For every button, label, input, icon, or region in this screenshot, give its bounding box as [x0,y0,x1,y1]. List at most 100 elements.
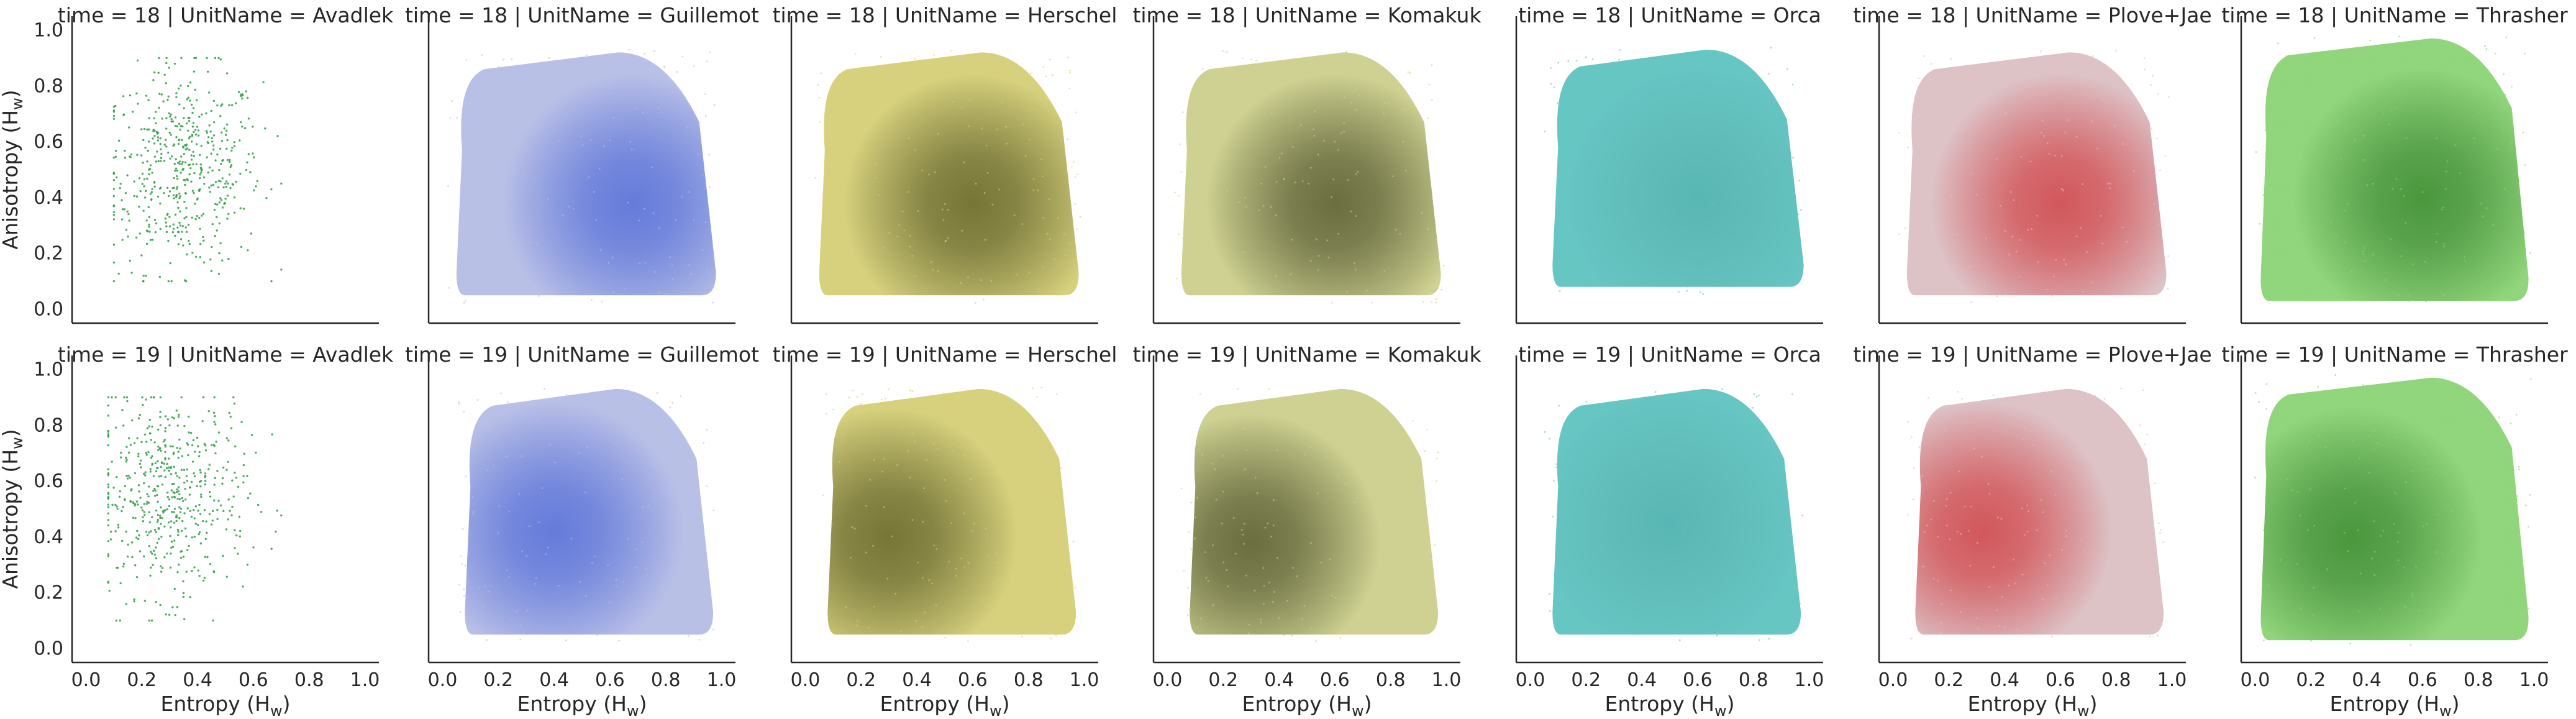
scatter-point [585,54,588,57]
scatter-point [1365,290,1368,291]
scatter-point [2003,626,2006,629]
scatter-point [2458,414,2460,417]
scatter-point [115,475,118,479]
scatter-point [167,466,170,469]
scatter-point [1267,522,1269,524]
scatter-point [148,226,150,228]
scatter-point [177,231,180,234]
scatter-point [834,114,837,117]
scatter-point [123,208,126,211]
scatter-point [706,268,708,270]
scatter-point [1721,457,1724,459]
scatter-point [183,481,186,484]
scatter-point [198,134,200,137]
scatter-point [178,493,181,495]
scatter-point [191,126,194,128]
scatter-point [909,245,911,248]
scatter-point [186,507,189,510]
scatter-point [526,555,527,557]
scatter-point [1944,429,1946,432]
scatter-point [171,511,173,513]
scatter-point [139,232,142,235]
scatter-point [176,178,179,180]
scatter-point [150,191,153,193]
scatter-point [107,414,110,417]
scatter-point [1763,477,1765,480]
scatter-point [2347,550,2349,552]
scatter-point [2368,472,2370,474]
scatter-point [2510,422,2512,424]
scatter-point [1983,282,1985,284]
facet-panels: time = 18 | UnitName = Avadlek0.00.20.40… [0,3,2568,719]
scatter-point [203,509,206,511]
scatter-point [1048,198,1050,201]
scatter-point [845,209,847,212]
scatter-point [2428,461,2429,464]
scatter-point [462,528,464,530]
scatter-point [2143,443,2146,446]
scatter-point [1641,72,1643,75]
scatter-point [680,547,683,549]
scatter-point [216,104,219,107]
scatter-point [1792,157,1795,159]
scatter-point [153,488,156,490]
scatter-point [2397,294,2399,296]
scatter-point [489,428,491,431]
scatter-point [647,111,649,114]
scatter-point [225,437,228,439]
scatter-point [944,636,947,639]
scatter-point [204,483,206,486]
scatter-point [916,403,918,405]
scatter-point [175,472,177,475]
scatter-point [975,183,977,185]
scatter-point [111,503,114,506]
scatter-point [147,230,149,232]
scatter-point [2157,522,2160,524]
scatter-point [184,161,187,163]
scatter-point [2400,188,2402,190]
scatter-point [914,58,916,60]
scatter-point [1940,209,1942,212]
scatter-point [2372,254,2375,256]
scatter-point [190,140,193,143]
scatter-point [572,208,575,210]
scatter-point [2422,525,2424,528]
scatter-point [1654,461,1656,463]
scatter-point [1949,492,1952,494]
scatter-point [1750,168,1752,170]
scatter-point [2144,68,2146,71]
scatter-point [865,551,867,554]
scatter-point [572,61,575,63]
scatter-point [122,113,125,116]
scatter-point [178,413,180,416]
scatter-point [2019,239,2021,241]
scatter-point [169,115,171,118]
scatter-point [1596,603,1598,606]
scatter-point [2474,534,2476,537]
scatter-point [1234,552,1237,555]
scatter-point [2454,144,2457,146]
scatter-point [219,180,222,183]
scatter-point [184,179,186,181]
scatter-point [237,91,240,93]
scatter-point [2395,106,2396,109]
scatter-point [181,139,183,142]
scatter-point [1413,545,1416,547]
scatter-point [198,533,201,536]
scatter-point [226,218,229,220]
scatter-point [121,510,123,513]
scatter-point [173,495,176,498]
scatter-point [213,499,216,501]
scatter-point [247,117,250,120]
scatter-point [473,511,475,513]
scatter-point [660,600,663,603]
scatter-point [205,112,207,114]
scatter-point [1074,176,1076,178]
scatter-point [2046,142,2049,144]
scatter-point [646,574,648,577]
scatter-point [179,447,181,450]
scatter-point [223,127,226,130]
scatter-point [2076,135,2078,138]
scatter-point [173,465,175,469]
scatter-point [193,191,195,195]
